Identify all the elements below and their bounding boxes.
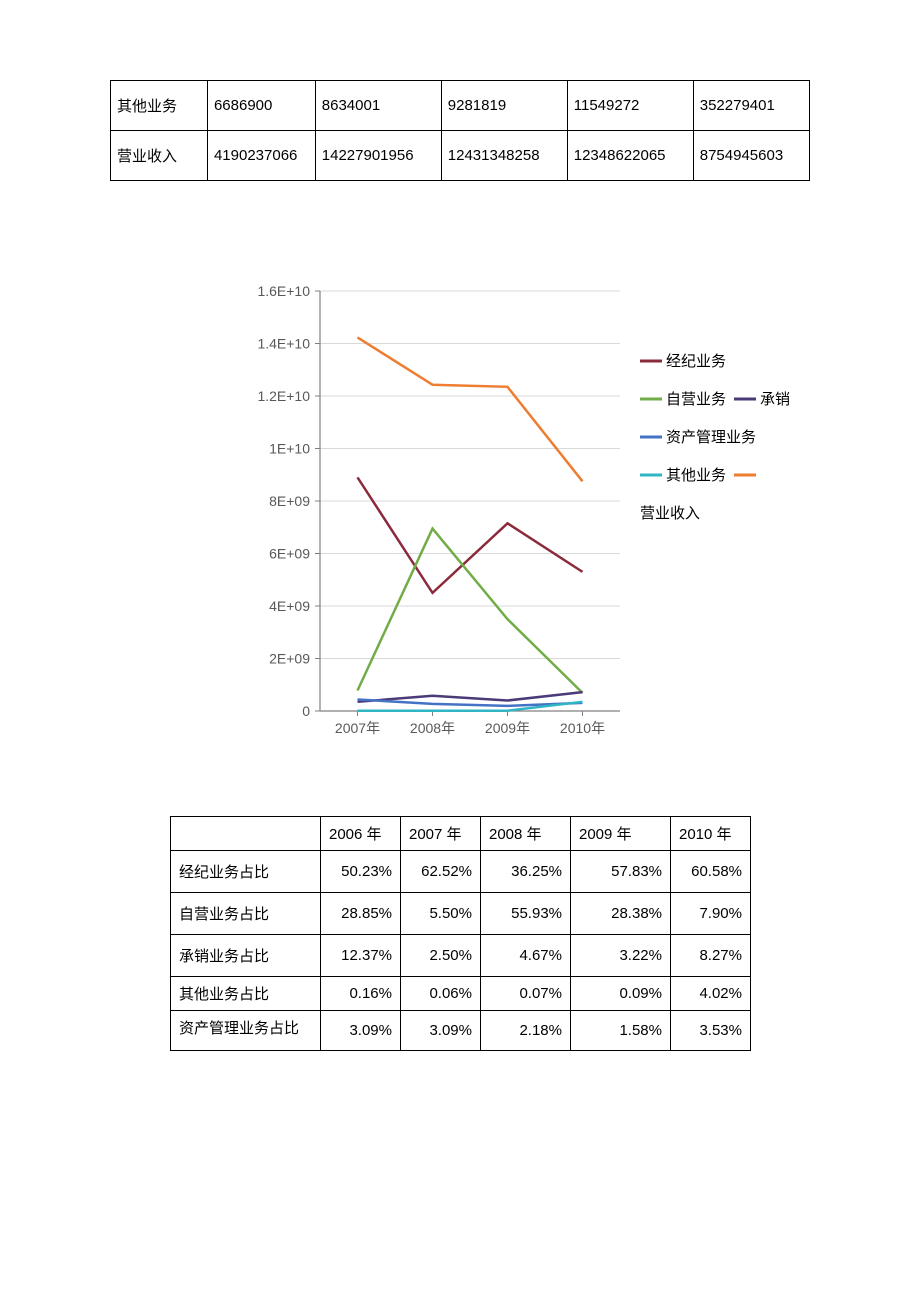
table1-cell: 11549272 (567, 81, 693, 131)
table2-rowlabel: 承销业务占比 (171, 935, 321, 977)
table2-cell: 28.38% (571, 893, 671, 935)
svg-text:2008年: 2008年 (410, 720, 455, 736)
table1-cell: 4190237066 (207, 131, 315, 181)
table2-cell: 0.09% (571, 977, 671, 1011)
table1-rowlabel: 营业收入 (111, 131, 208, 181)
table2-header (171, 817, 321, 851)
table1-cell: 14227901956 (315, 131, 441, 181)
table2-cell: 60.58% (671, 851, 751, 893)
table1-cell: 9281819 (441, 81, 567, 131)
svg-text:1.4E+10: 1.4E+10 (257, 336, 310, 352)
svg-text:营业收入: 营业收入 (640, 505, 700, 522)
table2-cell: 50.23% (321, 851, 401, 893)
table2-cell: 28.85% (321, 893, 401, 935)
table1-cell: 352279401 (693, 81, 809, 131)
table2-header: 2009 年 (571, 817, 671, 851)
table2-cell: 4.02% (671, 977, 751, 1011)
svg-text:承销业务: 承销业务 (760, 391, 790, 408)
top-data-table: 其他业务668690086340019281819115492723522794… (110, 80, 810, 181)
svg-text:资产管理业务: 资产管理业务 (666, 429, 756, 446)
svg-text:1E+10: 1E+10 (269, 441, 310, 457)
table1-cell: 6686900 (207, 81, 315, 131)
svg-text:8E+09: 8E+09 (269, 493, 310, 509)
svg-text:2E+09: 2E+09 (269, 651, 310, 667)
table2-cell: 62.52% (401, 851, 481, 893)
svg-text:2007年: 2007年 (335, 720, 380, 736)
table1-cell: 12348622065 (567, 131, 693, 181)
table2-cell: 7.90% (671, 893, 751, 935)
table2-rowlabel: 其他业务占比 (171, 977, 321, 1011)
table2-cell: 2.18% (481, 1011, 571, 1051)
svg-text:其他业务: 其他业务 (666, 467, 726, 484)
table2-cell: 55.93% (481, 893, 571, 935)
table1-cell: 8754945603 (693, 131, 809, 181)
table2-cell: 4.67% (481, 935, 571, 977)
table2-cell: 2.50% (401, 935, 481, 977)
table2-cell: 3.09% (401, 1011, 481, 1051)
table2-cell: 57.83% (571, 851, 671, 893)
table2-cell: 0.06% (401, 977, 481, 1011)
table1-cell: 8634001 (315, 81, 441, 131)
table2-cell: 5.50% (401, 893, 481, 935)
ratio-table: 2006 年2007 年2008 年2009 年2010 年 经纪业务占比50.… (170, 816, 751, 1051)
table2-rowlabel: 经纪业务占比 (171, 851, 321, 893)
svg-text:1.6E+10: 1.6E+10 (257, 283, 310, 299)
table2-cell: 3.09% (321, 1011, 401, 1051)
table2-rowlabel: 自营业务占比 (171, 893, 321, 935)
table2-cell: 8.27% (671, 935, 751, 977)
svg-text:1.2E+10: 1.2E+10 (257, 388, 310, 404)
table1-cell: 12431348258 (441, 131, 567, 181)
table2-header: 2008 年 (481, 817, 571, 851)
svg-text:6E+09: 6E+09 (269, 546, 310, 562)
table2-header: 2007 年 (401, 817, 481, 851)
table2-cell: 0.07% (481, 977, 571, 1011)
table2-header: 2010 年 (671, 817, 751, 851)
svg-text:自营业务: 自营业务 (666, 391, 726, 408)
svg-text:0: 0 (302, 703, 310, 719)
table2-header: 2006 年 (321, 817, 401, 851)
table2-cell: 36.25% (481, 851, 571, 893)
table2-rowlabel: 资产管理业务占比 (171, 1011, 321, 1051)
revenue-line-chart: 0 2E+09 4E+09 6E+09 8E+09 1E+10 1.2E+10 1.4E+10… (190, 271, 810, 776)
table2-cell: 3.22% (571, 935, 671, 977)
table2-cell: 0.16% (321, 977, 401, 1011)
table2-cell: 3.53% (671, 1011, 751, 1051)
table2-cell: 1.58% (571, 1011, 671, 1051)
svg-text:2009年: 2009年 (485, 720, 530, 736)
svg-text:4E+09: 4E+09 (269, 598, 310, 614)
table2-cell: 12.37% (321, 935, 401, 977)
svg-text:经纪业务: 经纪业务 (666, 353, 726, 370)
svg-text:2010年: 2010年 (560, 720, 605, 736)
table1-rowlabel: 其他业务 (111, 81, 208, 131)
